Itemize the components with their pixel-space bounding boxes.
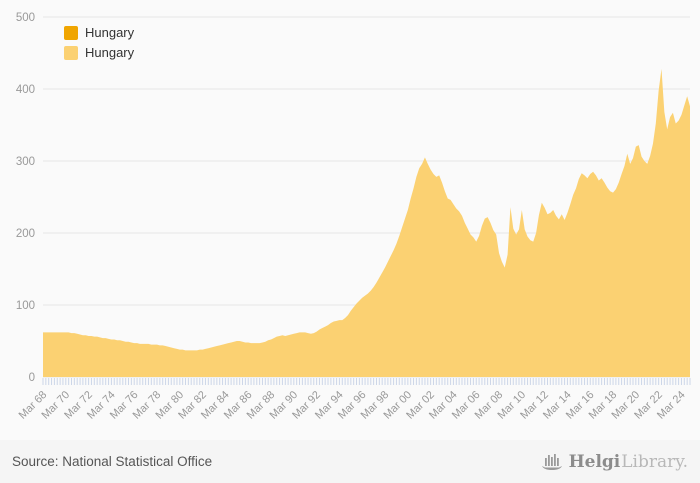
legend-swatch-dark-orange (64, 25, 78, 40)
svg-text:500: 500 (16, 12, 35, 24)
legend-label: Hungary (85, 25, 135, 40)
footer: Source: National Statistical Office Helg… (0, 440, 700, 483)
legend-item-hungary-2[interactable]: Hungary (64, 45, 134, 60)
legend-item-hungary-1[interactable]: Hungary (64, 25, 134, 40)
brand-name-bold: Helgi (568, 451, 621, 472)
svg-text:0: 0 (29, 372, 35, 384)
brand-name-light: Library. (621, 451, 688, 472)
source-text: Source: National Statistical Office (12, 454, 213, 469)
chart-container: 0 100 200 300 400 500 Mar 68 Mar 70 Mar 72 Mar 74… (15, 12, 691, 422)
legend-swatch-light-orange (64, 45, 78, 60)
legend-label: Hungary (85, 45, 135, 60)
helgi-library-logo[interactable]: Helgi Library. (541, 452, 688, 472)
chart-legend: Hungary Hungary (64, 25, 134, 60)
svg-text:200: 200 (16, 228, 35, 240)
helgi-ship-icon (541, 453, 562, 470)
svg-text:100: 100 (16, 300, 35, 312)
svg-text:400: 400 (16, 84, 35, 96)
svg-text:300: 300 (16, 156, 35, 168)
